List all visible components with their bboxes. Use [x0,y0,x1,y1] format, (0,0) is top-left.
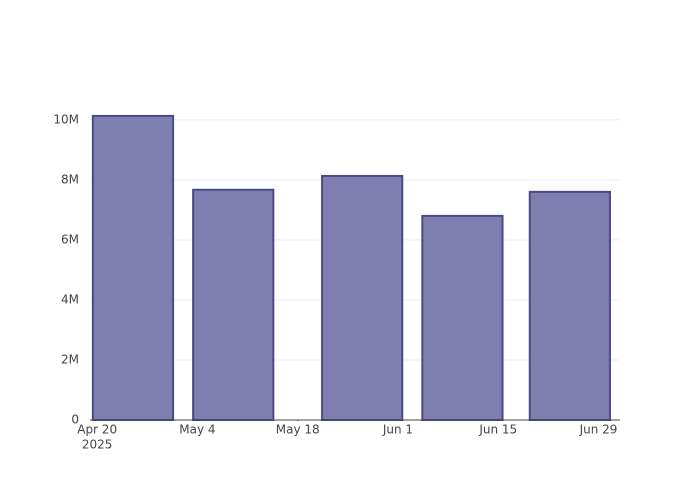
y-tick-label: 2M [61,352,79,366]
x-tick-label: Jun 15 [478,423,517,437]
x-tick-label: Jun 29 [579,423,618,437]
bar [192,188,275,421]
bar [91,114,175,421]
x-tick-label: May 4 [179,423,215,437]
y-tick-label: 6M [61,232,79,246]
x-tick-label: May 18 [276,423,320,437]
x-year-label: 2025 [82,438,113,452]
y-tick-label: 8M [61,172,79,186]
x-tick-label: Apr 20 [77,423,117,437]
bar [528,190,611,421]
x-tick-label: Jun 1 [382,423,413,437]
y-tick-label: 4M [61,292,79,306]
y-tick-label: 0 [71,413,79,427]
bar [421,214,504,421]
bar [321,174,404,421]
y-tick-label: 10M [53,112,79,126]
